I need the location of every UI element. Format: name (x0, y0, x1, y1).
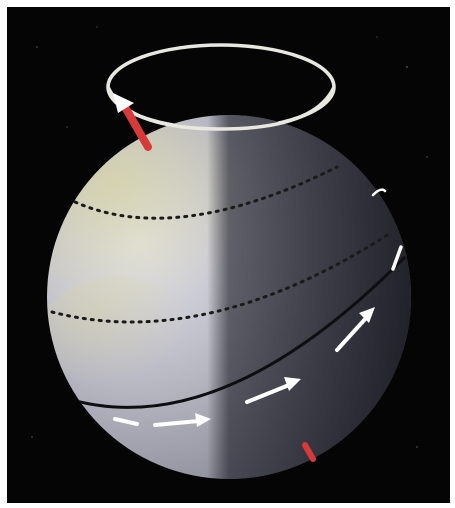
axis-arrow-north-icon (113, 93, 152, 151)
equator-line (61, 255, 407, 409)
star-field (31, 26, 428, 448)
rotation-arrows (113, 245, 403, 427)
axis-arrow-south-icon (302, 442, 316, 462)
precession-diagram (31, 26, 428, 479)
edge-rotation-arrow-icon (371, 188, 387, 197)
rotation-arrow-icon (245, 377, 301, 404)
diagram-frame (7, 7, 450, 503)
globe (47, 115, 411, 479)
rotation-arrow-icon (153, 413, 211, 427)
latitude-line (50, 230, 394, 324)
latitude-line (73, 165, 339, 220)
rotation-arrow-icon (335, 307, 375, 352)
rotation-arrow-icon (113, 417, 139, 426)
rotation-arrow-icon (391, 245, 403, 271)
